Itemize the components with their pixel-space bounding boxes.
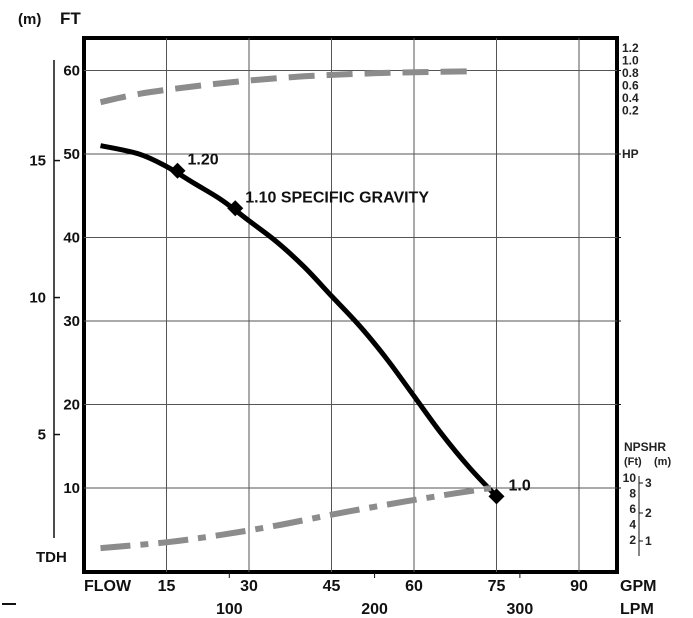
npshr-curve-line	[100, 485, 492, 552]
hp-tick-label: 0.6	[622, 79, 639, 93]
grid-layer	[84, 38, 617, 572]
ft-tick-label: 10	[63, 480, 80, 497]
specific-gravity-marker	[169, 162, 186, 179]
gpm-tick-label: 60	[405, 578, 423, 595]
hp-tick-label: 0.4	[622, 91, 639, 105]
npshr-ft-tick-label: 2	[629, 533, 636, 547]
ft-tick-label: 60	[63, 63, 80, 80]
meters-axis-header: (m)	[18, 11, 41, 28]
npshr-ft-tick-label: 4	[629, 518, 636, 532]
hp-tick-label: 1.0	[622, 54, 639, 68]
series-layer	[99, 68, 499, 552]
npshr-m-label: (m)	[654, 456, 671, 468]
gpm-unit-label: GPM	[620, 578, 656, 595]
ticks-layer: 15 30 45 60 75 90 10 20 30 40 50 60 5 10 15 100 200 300 1.…	[29, 41, 652, 618]
lpm-tick-label: 200	[361, 601, 388, 618]
npshr-ft-tick-label: 8	[629, 487, 636, 501]
hp-tick-label: 0.2	[622, 104, 639, 118]
gpm-tick-label: 30	[240, 578, 258, 595]
hp-tick-label: 1.2	[622, 41, 639, 55]
specific-gravity-marker	[227, 200, 244, 217]
npshr-ft-tick-label: 10	[623, 471, 637, 485]
gpm-tick-label: 75	[488, 578, 506, 595]
lpm-tick-label: 300	[507, 601, 534, 618]
npshr-m-tick-label: 2	[645, 506, 652, 520]
specific-gravity-label: 1.0	[509, 477, 531, 494]
npshr-m-tick-label: 1	[645, 534, 652, 548]
tdh-label: TDH	[36, 549, 67, 566]
ft-tick-label: 20	[63, 397, 80, 414]
ft-tick-label: 40	[63, 230, 80, 247]
feet-axis-header: FT	[60, 9, 81, 28]
ft-tick-label: 50	[63, 146, 80, 163]
hp-curve-line	[99, 68, 475, 106]
plot-frame	[82, 36, 619, 574]
specific-gravity-label: 1.10 SPECIFIC GRAVITY	[245, 189, 429, 206]
hp-tick-label: 0.8	[622, 66, 639, 80]
gpm-tick-label: 90	[570, 578, 588, 595]
flow-axis-start-label: FLOW	[84, 578, 132, 595]
specific-gravity-label: 1.20	[188, 152, 219, 169]
annotation-layer: 1.20 1.10 SPECIFIC GRAVITY 1.0	[169, 152, 531, 505]
hp-unit-label: HP	[622, 147, 639, 161]
gpm-tick-label: 45	[323, 578, 341, 595]
meters-tick-label: 15	[29, 153, 46, 170]
npshr-ft-label: (Ft)	[624, 456, 642, 468]
meters-tick-label: 10	[29, 290, 46, 307]
npshr-title: NPSHR	[624, 440, 666, 454]
npshr-m-tick-label: 3	[645, 476, 652, 490]
lpm-unit-label: LPM	[620, 601, 654, 618]
npshr-ft-tick-label: 6	[629, 502, 636, 516]
ft-tick-label: 30	[63, 313, 80, 330]
gpm-tick-label: 15	[158, 578, 176, 595]
specific-gravity-marker	[488, 488, 505, 505]
meters-tick-label: 5	[38, 427, 46, 444]
lpm-tick-label: 100	[216, 601, 243, 618]
